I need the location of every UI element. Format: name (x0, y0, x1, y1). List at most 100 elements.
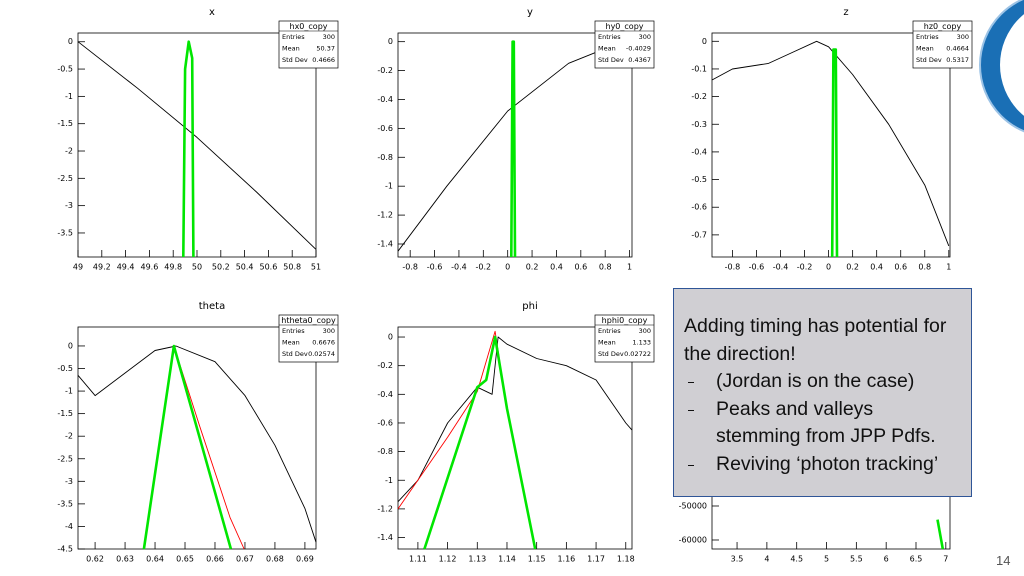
y-tick-label: -2 (65, 432, 73, 441)
page-number: 14 (996, 553, 1011, 568)
x-tick-label: -0.8 (402, 263, 418, 272)
stats-value: 0.4664 (946, 45, 969, 53)
x-tick-label: 50.2 (212, 263, 230, 272)
x-tick-label: 1 (946, 263, 951, 272)
y-tick-label: -2.5 (57, 174, 73, 183)
x-tick-label: -0.8 (725, 263, 741, 272)
plot-frame (711, 32, 951, 258)
y-tick-label: -0.6 (377, 124, 393, 133)
note-item: Peaks and valleys stemming from JPP Pdfs… (684, 396, 961, 451)
stats-label: Mean (598, 45, 616, 53)
x-tick-label: 0.4 (550, 263, 563, 272)
y-tick-label: -0.6 (691, 203, 707, 212)
x-tick-label: 1.13 (468, 555, 486, 564)
data-line (830, 48, 839, 258)
y-tick-label: -0.2 (691, 92, 707, 101)
y-tick-label: -0.8 (377, 153, 393, 162)
y-tick-label: -4 (65, 522, 73, 531)
data-line (397, 336, 633, 503)
x-tick-label: 0.65 (176, 555, 194, 564)
y-tick-label: -0.8 (377, 447, 393, 456)
stats-value: 300 (639, 33, 651, 41)
data-line (77, 41, 317, 250)
x-tick-label: 0.67 (236, 555, 254, 564)
stats-value: 0.02722 (624, 350, 651, 358)
stats-value: 0.4666 (312, 56, 335, 64)
y-tick-label: -2 (65, 147, 73, 156)
x-tick-label: 1.15 (528, 555, 546, 564)
y-tick-label: -0.7 (691, 230, 707, 239)
text-box: Adding timing has potential for the dire… (673, 288, 972, 497)
y-tick-label: -1.4 (377, 239, 393, 248)
x-tick-label: 0.63 (116, 555, 134, 564)
stats-value: 300 (323, 33, 335, 41)
y-tick-label: -1 (65, 387, 73, 396)
x-tick-label: 0.64 (146, 555, 164, 564)
plot-title: y (527, 7, 533, 18)
y-tick-label: -1 (65, 92, 73, 101)
x-tick-label: 49.8 (164, 263, 182, 272)
note-item: (Jordan is on the case) (684, 368, 961, 396)
x-tick-label: -0.4 (773, 263, 789, 272)
note-list: (Jordan is on the case) Peaks and valley… (684, 368, 961, 478)
x-tick-label: 1.14 (498, 555, 516, 564)
data-line (711, 40, 950, 247)
stats-label: Std Dev (598, 350, 624, 358)
y-tick-label: -0.1 (691, 64, 707, 73)
x-tick-label: 49.4 (117, 263, 135, 272)
stats-value: 0.4367 (628, 56, 651, 64)
y-tick-label: -1.4 (377, 533, 393, 542)
y-tick-label: 0 (388, 333, 393, 342)
x-tick-label: -0.2 (476, 263, 492, 272)
plot-frame (77, 326, 317, 550)
y-tick-label: -3.5 (57, 228, 73, 237)
x-tick-label: 0.8 (918, 263, 931, 272)
stats-value: 50.37 (316, 45, 335, 53)
x-tick-label: -0.4 (451, 263, 467, 272)
note-item: Reviving ‘photon tracking’ (684, 451, 961, 479)
x-tick-label: -0.6 (749, 263, 765, 272)
y-tick-label: -1.5 (57, 119, 73, 128)
stats-value: 300 (323, 327, 335, 335)
stats-label: Entries (282, 327, 305, 335)
data-line (397, 38, 630, 252)
stats-label: Entries (598, 327, 621, 335)
stats-value: 1.133 (632, 339, 651, 347)
x-tick-label: 0.66 (206, 555, 224, 564)
x-tick-label: 1.11 (409, 555, 427, 564)
stats-value: 0.5317 (946, 56, 969, 64)
y-tick-label: -1.5 (57, 409, 73, 418)
x-tick-label: 49.6 (140, 263, 158, 272)
plot-title: theta (199, 301, 225, 312)
y-tick-label: -0.4 (377, 95, 393, 104)
y-tick-label: -0.6 (377, 418, 393, 427)
stats-label: Entries (282, 33, 305, 41)
stats-label: Std Dev (598, 56, 624, 64)
y-tick-label: -1 (385, 476, 393, 485)
data-line (423, 335, 537, 550)
x-tick-label: -0.6 (427, 263, 443, 272)
y-tick-label: -0.4 (691, 147, 707, 156)
x-tick-label: 51 (311, 263, 321, 272)
x-tick-label: 1.18 (617, 555, 635, 564)
x-tick-label: 0.68 (266, 555, 284, 564)
y-tick-label: -50000 (679, 501, 707, 510)
x-tick-label: 1.16 (557, 555, 575, 564)
data-line (142, 344, 233, 550)
stats-value: 0.6676 (312, 339, 335, 347)
data-line (936, 519, 945, 550)
x-tick-label: 0.6 (894, 263, 907, 272)
stats-name: hx0_copy (290, 22, 328, 31)
stats-name: hphi0_copy (602, 316, 648, 325)
stats-value: -0.4029 (626, 45, 651, 53)
stats-box (278, 20, 339, 69)
y-tick-label: -60000 (679, 535, 707, 544)
x-tick-label: 0.4 (870, 263, 883, 272)
stats-value: 300 (957, 33, 969, 41)
x-tick-label: 50.4 (236, 263, 254, 272)
x-tick-label: 6 (884, 555, 889, 564)
logo-cut (1000, 14, 1024, 116)
y-tick-label: -2.5 (57, 454, 73, 463)
